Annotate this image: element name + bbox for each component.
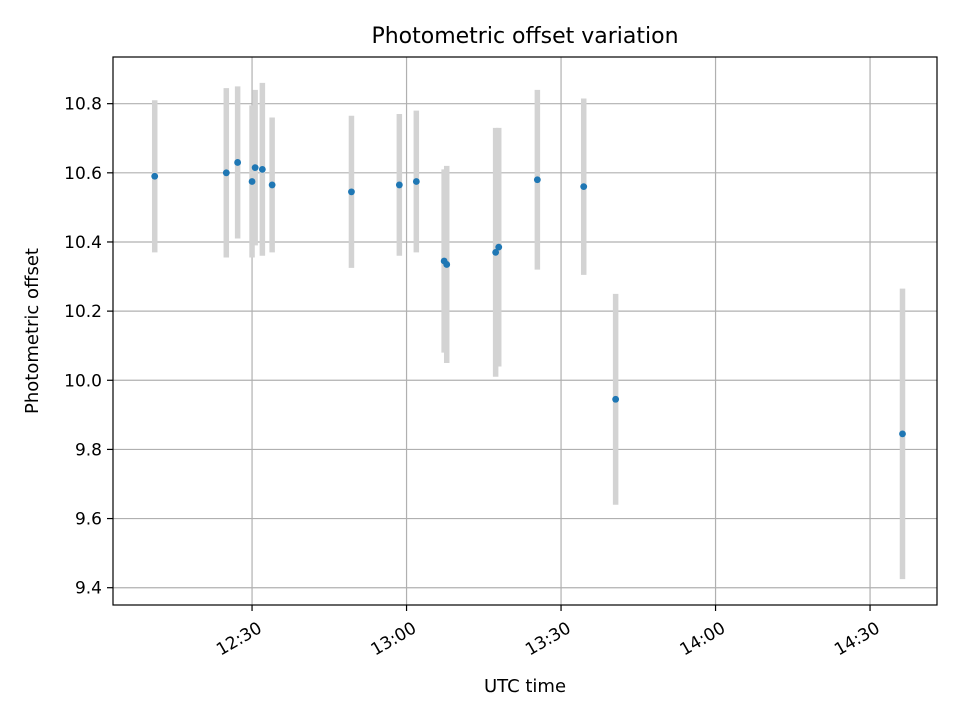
y-tick-label: 9.8 (75, 440, 102, 460)
data-point (222, 169, 230, 177)
x-tick-label: 13:30 (522, 618, 574, 660)
y-tick-label: 10.6 (64, 164, 102, 184)
x-tick-label: 14:00 (677, 618, 729, 660)
data-point (258, 165, 266, 173)
data-point (492, 248, 500, 256)
x-tick-label: 13:00 (368, 618, 420, 660)
axis-ticks: 9.4 9.6 9.8 10.0 10.2 10.4 10.6 10.8 12:30 13:00 1… (64, 95, 883, 661)
chart-title: Photometric offset variation (371, 24, 678, 49)
data-point (443, 261, 451, 268)
data-point (151, 172, 159, 180)
y-tick-label: 9.6 (75, 510, 102, 530)
x-tick-label: 12:30 (213, 618, 265, 660)
data-point (580, 183, 588, 191)
data-point (533, 176, 541, 184)
data-points (151, 159, 906, 438)
data-point (412, 178, 420, 185)
data-point (612, 395, 620, 403)
data-point (268, 181, 276, 189)
error-bars (151, 82, 906, 580)
y-axis-label: Photometric offset (22, 248, 43, 414)
data-point (348, 188, 355, 196)
data-point (234, 159, 242, 166)
data-point (251, 164, 259, 172)
data-point (899, 430, 906, 438)
x-axis-label: UTC time (484, 676, 566, 697)
y-tick-label: 10.2 (64, 302, 102, 322)
y-tick-label: 10.8 (64, 95, 102, 115)
data-point (495, 243, 503, 251)
y-tick-label: 10.0 (64, 371, 102, 391)
x-tick-label: 14:30 (831, 618, 883, 660)
data-point (395, 181, 403, 189)
data-point (248, 178, 256, 185)
plot-frame (112, 56, 938, 606)
y-tick-label: 9.4 (75, 579, 102, 599)
y-tick-label: 10.4 (64, 233, 102, 253)
